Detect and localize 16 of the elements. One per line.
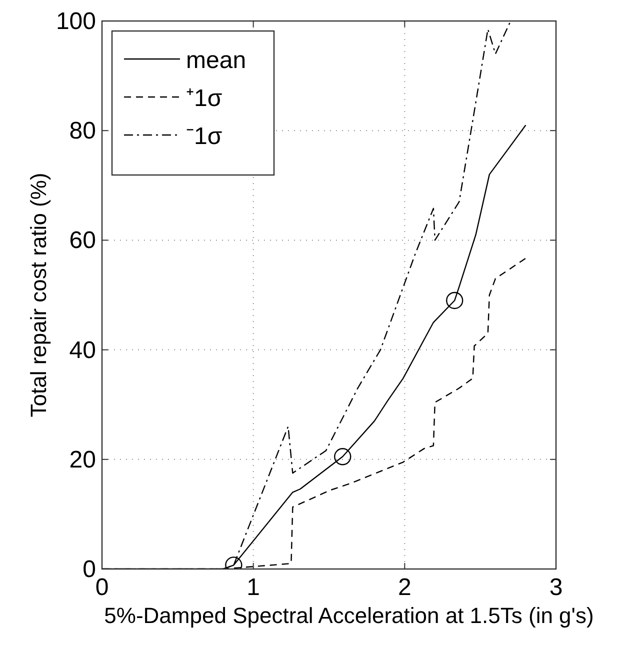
x-tick-label: 3 — [549, 574, 563, 601]
x-axis-title: 5%-Damped Spectral Acceleration at 1.5Ts (in g's) — [104, 603, 594, 628]
y-tick-label: 40 — [69, 336, 96, 364]
legend-label: ⁻1σ — [186, 123, 222, 150]
y-tick-label: 20 — [69, 446, 96, 474]
y-tick-label: 100 — [56, 8, 96, 35]
legend-label: ⁺1σ — [186, 85, 222, 112]
y-tick-label: 0 — [82, 556, 96, 583]
point — [334, 448, 352, 466]
y-axis-title: Total repair cost ratio (%) — [26, 172, 51, 418]
point — [446, 292, 464, 310]
y-tick-label: 60 — [69, 227, 96, 254]
legend-label: mean — [186, 47, 246, 74]
y-tick-label: 80 — [69, 118, 96, 145]
x-tick-label: 1 — [246, 574, 260, 601]
x-tick-label: 2 — [398, 574, 412, 601]
